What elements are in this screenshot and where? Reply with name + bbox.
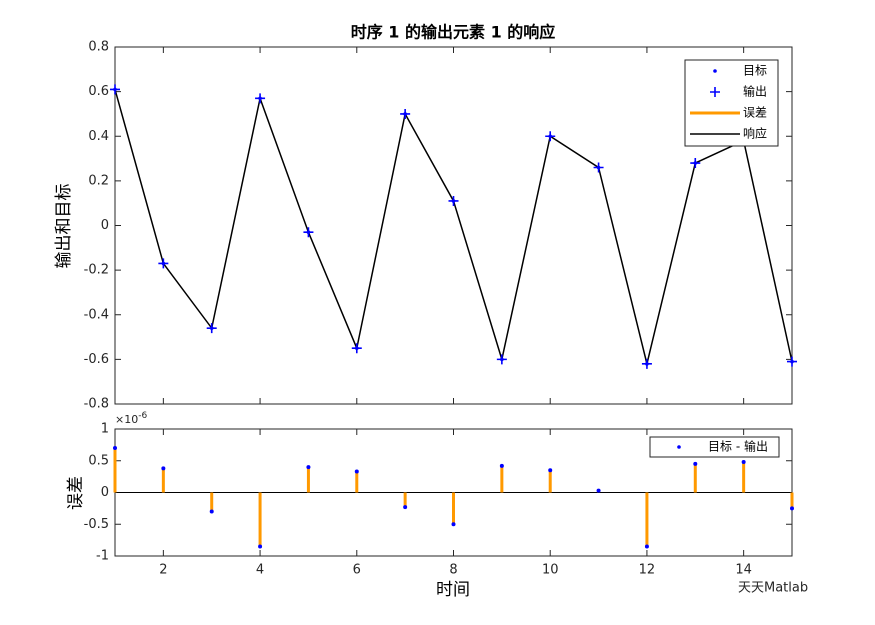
y-tick-label: 0.8 — [88, 40, 109, 55]
y-tick-label: -0.4 — [84, 307, 109, 322]
legend-label: 目标 — [743, 64, 767, 78]
output-marker — [255, 93, 266, 104]
legend-label: 目标 - 输出 — [708, 439, 768, 454]
legend-marker — [710, 87, 720, 97]
legend-label: 响应 — [743, 126, 767, 141]
output-marker — [110, 84, 120, 95]
legend-box — [649, 436, 780, 458]
y-tick-label: 0.4 — [88, 129, 109, 144]
error-marker — [258, 544, 263, 549]
multiplier-exp: -6 — [138, 411, 147, 421]
legend-box — [684, 59, 779, 147]
plot-area — [114, 46, 793, 405]
error-marker — [354, 469, 359, 474]
output-marker — [448, 195, 459, 206]
error-marker — [113, 446, 117, 451]
x-tick-label: 10 — [542, 563, 559, 578]
y-tick-label: -0.2 — [84, 263, 109, 278]
y-tick-label: 0.2 — [88, 173, 109, 188]
x-tick-label: 2 — [159, 563, 167, 578]
x-tick-label: 14 — [735, 563, 752, 578]
output-marker — [158, 258, 169, 269]
y-tick-label: 0 — [101, 485, 109, 500]
error-marker — [306, 465, 311, 470]
y-tick-label: 0.5 — [88, 453, 109, 468]
legend-label: 输出 — [743, 84, 767, 99]
watermark: 天天Matlab — [738, 581, 808, 596]
output-marker — [545, 131, 556, 142]
y-tick-label: 0.6 — [88, 84, 109, 99]
x-tick-label: 4 — [256, 563, 264, 578]
y-tick-label: 0 — [101, 218, 109, 233]
y-tick-label: -0.8 — [84, 397, 109, 412]
error-marker — [161, 466, 166, 471]
x-tick-label: 12 — [639, 563, 656, 578]
error-marker — [548, 468, 553, 473]
error-marker — [644, 544, 649, 549]
y-axis-label: 误差 — [66, 476, 86, 510]
error-marker — [790, 506, 794, 511]
output-marker — [690, 158, 701, 169]
x-axis-label: 时间 — [436, 580, 470, 600]
error-marker — [451, 522, 456, 527]
legend-label: 误差 — [743, 106, 767, 120]
y-tick-label: -0.6 — [84, 352, 109, 367]
x-tick-label: 6 — [353, 563, 361, 578]
output-marker — [351, 343, 362, 354]
x-tick-label: 8 — [449, 563, 457, 578]
error-marker — [596, 488, 601, 493]
y-tick-label: 1 — [101, 422, 109, 437]
output-marker — [787, 356, 797, 367]
legend-marker — [677, 445, 681, 449]
error-marker — [499, 463, 504, 468]
axis-multiplier: ×10-6 — [115, 411, 147, 427]
error-marker — [741, 460, 746, 465]
error-marker — [693, 461, 698, 466]
y-tick-label: -1 — [96, 549, 109, 564]
error-marker — [403, 505, 408, 510]
output-marker — [593, 162, 604, 173]
y-axis-label: 输出和目标 — [54, 184, 74, 269]
output-marker — [496, 354, 507, 365]
error-marker — [209, 509, 214, 514]
y-tick-label: -0.5 — [84, 517, 109, 532]
output-marker — [206, 323, 217, 334]
legend-marker — [713, 69, 717, 73]
multiplier-base: ×10 — [115, 413, 138, 426]
chart-title: 时序 1 的输出元素 1 的响应 — [351, 23, 556, 42]
output-marker — [400, 108, 411, 119]
output-marker — [303, 227, 314, 238]
output-marker — [641, 358, 652, 369]
